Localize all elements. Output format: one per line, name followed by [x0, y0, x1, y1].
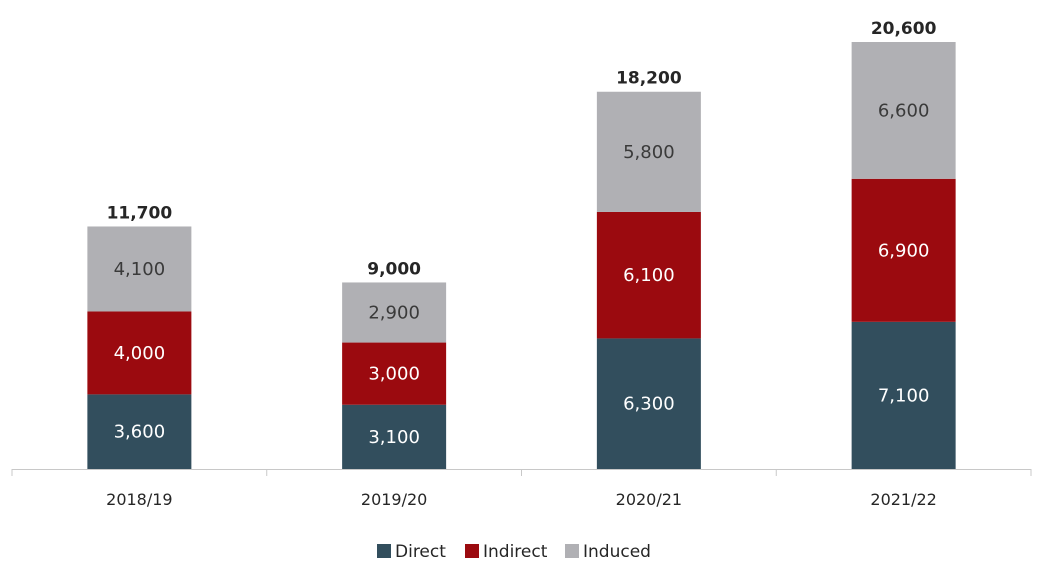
bar-direct-2021-22 — [851, 321, 956, 469]
bar-induced-2020-21 — [596, 91, 701, 212]
bar-induced-2019-20 — [342, 282, 447, 343]
data-label-induced-2018-19: 4,100 — [114, 259, 166, 280]
data-label-direct-2020-21: 6,300 — [623, 394, 675, 415]
bar-indirect-2019-20 — [342, 342, 447, 405]
x-axis: 2018/19 2019/20 2020/21 2021/22 — [11, 469, 1032, 509]
total-label-2020-21: 18,200 — [616, 69, 682, 89]
x-tick-label-2018-19: 2018/19 — [106, 490, 172, 509]
data-label-direct-2021-22: 7,100 — [878, 385, 930, 406]
total-label-2018-19: 11,700 — [107, 203, 173, 223]
data-label-induced-2021-22: 6,600 — [878, 100, 930, 121]
legend-label-direct: Direct — [395, 542, 446, 562]
bar-indirect-2021-22 — [851, 178, 956, 322]
data-label-indirect-2018-19: 4,000 — [114, 343, 166, 364]
data-label-direct-2019-20: 3,100 — [368, 427, 420, 448]
x-tick-label-2020-21: 2020/21 — [616, 490, 682, 509]
legend-label-indirect: Indirect — [483, 542, 548, 562]
bar-direct-2019-20 — [342, 404, 447, 469]
legend: Direct Indirect Induced — [377, 542, 651, 562]
bar-direct-2018-19 — [87, 394, 192, 469]
data-label-indirect-2019-20: 3,000 — [368, 364, 420, 385]
x-tick-label-2021-22: 2021/22 — [870, 490, 936, 509]
bar-indirect-2018-19 — [87, 311, 192, 395]
bars-layer: 3,600 4,000 4,100 11,700 3,100 3,000 2,900 9,00… — [87, 19, 956, 469]
data-label-indirect-2020-21: 6,100 — [623, 265, 675, 286]
data-label-direct-2018-19: 3,600 — [114, 422, 166, 443]
bar-direct-2020-21 — [596, 338, 701, 469]
bar-induced-2018-19 — [87, 226, 192, 312]
bar-indirect-2020-21 — [596, 211, 701, 339]
legend-swatch-indirect — [465, 544, 479, 558]
total-label-2021-22: 20,600 — [871, 19, 937, 39]
total-label-2019-20: 9,000 — [367, 259, 421, 279]
bar-induced-2021-22 — [851, 42, 956, 179]
x-tick-label-2019-20: 2019/20 — [361, 490, 427, 509]
data-label-indirect-2021-22: 6,900 — [878, 240, 930, 261]
legend-label-induced: Induced — [583, 542, 651, 562]
legend-swatch-direct — [377, 544, 391, 558]
data-label-induced-2019-20: 2,900 — [368, 303, 420, 324]
data-label-induced-2020-21: 5,800 — [623, 142, 675, 163]
legend-swatch-induced — [565, 544, 579, 558]
